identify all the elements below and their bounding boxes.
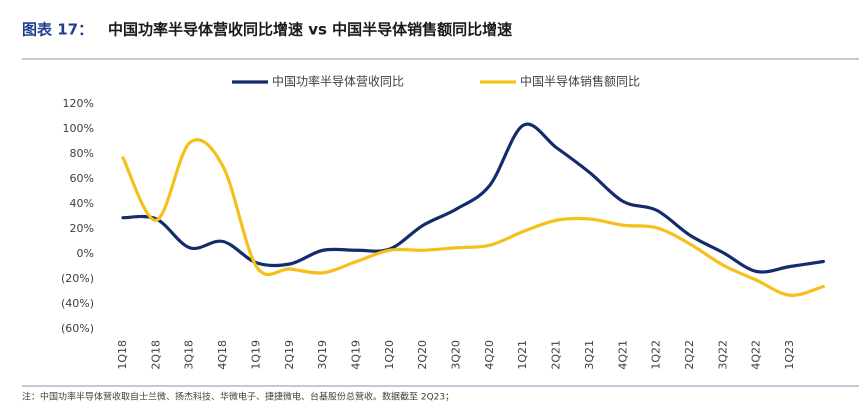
y-tick-label: (60%) <box>61 322 94 335</box>
x-tick-label: 1Q19 <box>249 340 262 370</box>
y-tick-label: (40%) <box>61 297 94 310</box>
x-tick-label: 3Q21 <box>583 340 596 370</box>
legend-label: 中国半导体销售额同比 <box>520 74 640 89</box>
x-tick-label: 2Q19 <box>283 340 296 370</box>
x-tick-label: 4Q19 <box>349 340 362 370</box>
x-tick-label: 1Q23 <box>783 340 796 370</box>
y-tick-label: 120% <box>63 97 94 110</box>
x-tick-label: 1Q21 <box>516 340 529 370</box>
y-tick-label: 40% <box>70 197 94 210</box>
y-tick-label: 60% <box>70 172 94 185</box>
x-tick-label: 3Q20 <box>450 340 463 370</box>
x-tick-label: 2Q22 <box>683 340 696 370</box>
x-tick-label: 3Q22 <box>716 340 729 370</box>
chart-title: 中国功率半导体营收同比增速 vs 中国半导体销售额同比增速 <box>108 21 512 39</box>
note: 注：中国功率半导体营收取自士兰微、扬杰科技、华微电子、捷捷微电、台基股份总营收。… <box>22 391 454 403</box>
series-line <box>121 122 825 274</box>
legend-label: 中国功率半导体营收同比 <box>272 74 404 89</box>
x-tick-label: 2Q20 <box>416 340 429 370</box>
figure-label: 图表 17： <box>22 21 93 39</box>
x-tick-label: 4Q21 <box>616 340 629 370</box>
x-tick-label: 4Q20 <box>483 340 496 370</box>
x-tick-label: 4Q18 <box>216 340 229 370</box>
x-tick-label: 3Q18 <box>183 340 196 370</box>
y-tick-label: 20% <box>70 222 94 235</box>
x-tick-label: 1Q22 <box>650 340 663 370</box>
x-tick-label: 2Q18 <box>149 340 162 370</box>
x-tick-label: 4Q22 <box>750 340 763 370</box>
x-tick-label: 2Q21 <box>550 340 563 370</box>
y-tick-label: 100% <box>63 122 94 135</box>
y-tick-label: (20%) <box>61 272 94 285</box>
x-tick-label: 1Q18 <box>116 340 129 370</box>
x-tick-label: 1Q20 <box>383 340 396 370</box>
x-tick-label: 3Q19 <box>316 340 329 370</box>
y-tick-label: 80% <box>70 147 94 160</box>
y-tick-label: 0% <box>77 247 94 260</box>
series-line <box>121 138 825 297</box>
